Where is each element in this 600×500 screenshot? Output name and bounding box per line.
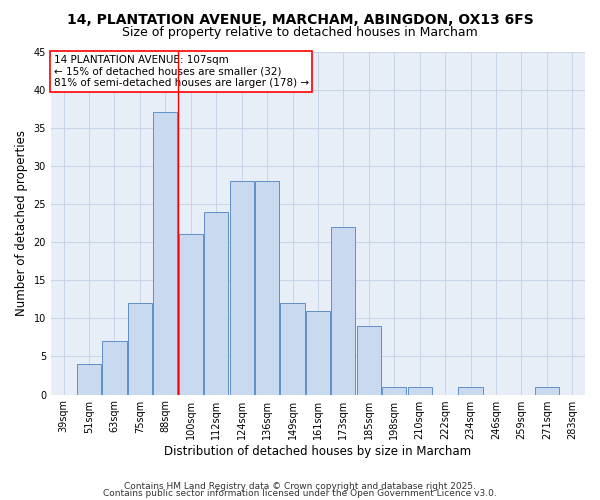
Text: Contains HM Land Registry data © Crown copyright and database right 2025.: Contains HM Land Registry data © Crown c… [124,482,476,491]
Text: Contains public sector information licensed under the Open Government Licence v3: Contains public sector information licen… [103,490,497,498]
Bar [204,212,229,394]
Bar [535,387,559,394]
Y-axis label: Number of detached properties: Number of detached properties [15,130,28,316]
X-axis label: Distribution of detached houses by size in Marcham: Distribution of detached houses by size … [164,444,472,458]
Text: Size of property relative to detached houses in Marcham: Size of property relative to detached ho… [122,26,478,39]
Text: 14, PLANTATION AVENUE, MARCHAM, ABINGDON, OX13 6FS: 14, PLANTATION AVENUE, MARCHAM, ABINGDON… [67,12,533,26]
Bar [103,341,127,394]
Bar [407,387,432,394]
Bar [357,326,381,394]
Bar [331,227,355,394]
Bar [255,181,279,394]
Bar [77,364,101,394]
Bar [382,387,406,394]
Text: 14 PLANTATION AVENUE: 107sqm
← 15% of detached houses are smaller (32)
81% of se: 14 PLANTATION AVENUE: 107sqm ← 15% of de… [53,55,309,88]
Bar [458,387,482,394]
Bar [280,303,305,394]
Bar [306,310,330,394]
Bar [128,303,152,394]
Bar [179,234,203,394]
Bar [153,112,178,394]
Bar [230,181,254,394]
